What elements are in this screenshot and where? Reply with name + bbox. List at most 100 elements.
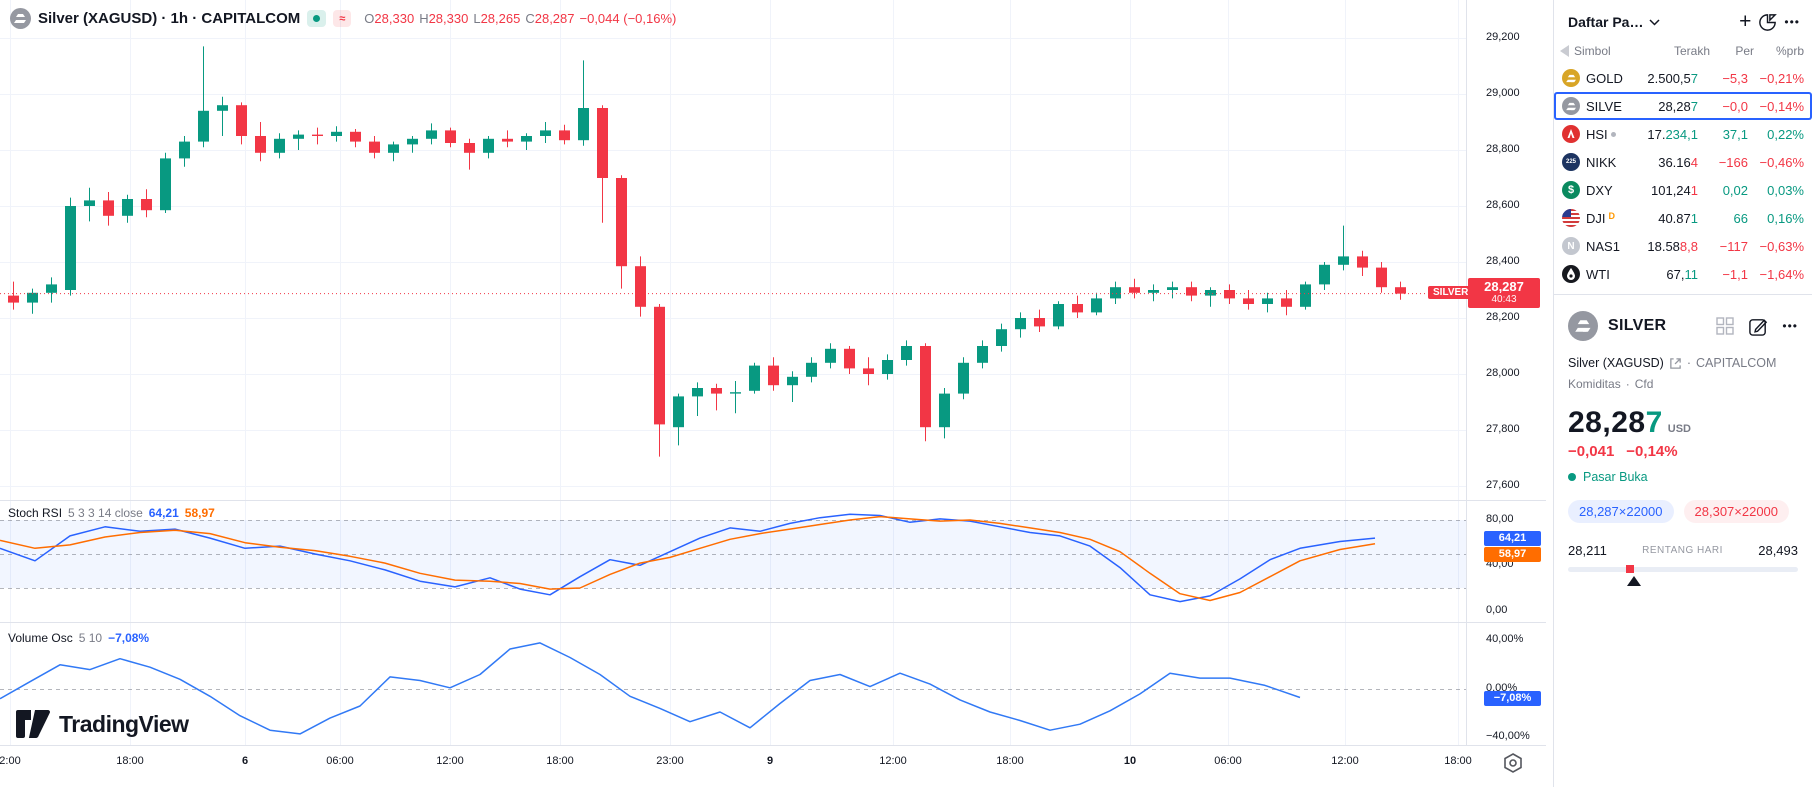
silver-symbol-icon	[10, 8, 31, 29]
price-change: −0,041 −0,14%	[1568, 443, 1678, 460]
last-price-cell: 28,287	[1658, 98, 1698, 114]
time-axis-label: 06:00	[1214, 755, 1242, 767]
stoch-d-badge: 58,97	[1484, 547, 1541, 562]
price-axis-label: 28,600	[1486, 199, 1520, 211]
time-axis-label: 12:00	[879, 755, 907, 767]
day-range-bar	[1568, 565, 1798, 586]
stoch-d-line	[0, 515, 1376, 602]
volume-axis-label: −40,00%	[1486, 730, 1530, 742]
change-pct-cell: −0,21%	[1759, 70, 1804, 86]
price-axis-label: 28,000	[1486, 367, 1520, 379]
price-axis-label: 27,800	[1486, 423, 1520, 435]
last-price: 28,287 USD	[1568, 406, 1691, 439]
stoch-axis-label: 80,00	[1486, 513, 1514, 525]
last-price-cell: 36.164	[1658, 154, 1698, 170]
time-axis-label: 18:00	[1444, 755, 1472, 767]
watchlist-rows: GOLD 2.500,57 −5,3 −0,21% SILVE 28,287 −0,0 −0,…	[1554, 64, 1812, 288]
watchlist-sidebar: Daftar Pa… + ••• Simbol Terakh Per %prb …	[1553, 0, 1812, 787]
bid-pill[interactable]: 28,287×22000	[1568, 500, 1674, 523]
change-cell: 0,02	[1722, 182, 1748, 198]
time-axis-settings-icon[interactable]	[1502, 752, 1524, 774]
time-axis-label: 12:00	[1331, 755, 1359, 767]
day-range-label: RENTANG HARI	[1642, 545, 1723, 556]
time-axis-label: 06:00	[326, 755, 354, 767]
watchlist-row-hsi[interactable]: HSI 17.234,1 37,1 0,22%	[1554, 120, 1812, 148]
watchlist-row-nas1[interactable]: N NAS1 18.588,8 −117 −0,63%	[1554, 232, 1812, 260]
chart-region[interactable]: Silver (XAGUSD) · 1h · CAPITALCOM ≈ O28,…	[0, 0, 1546, 787]
change-pct-cell: −1,64%	[1759, 266, 1804, 282]
symbol-cell: NIKK	[1586, 154, 1617, 170]
price-axis-label: 27,600	[1486, 479, 1520, 491]
flag-column-icon[interactable]	[1560, 45, 1569, 57]
dji-icon	[1562, 209, 1580, 227]
range-caret-icon	[1627, 576, 1642, 586]
symbol-more-button[interactable]: •••	[1782, 319, 1798, 333]
watchlist-row-gold[interactable]: GOLD 2.500,57 −5,3 −0,21%	[1554, 64, 1812, 92]
watchlist-row-wti[interactable]: WTI 67,11 −1,1 −1,64%	[1554, 260, 1812, 288]
change-readout: −0,044 (−0,16%)	[579, 11, 677, 26]
day-range: 28,211 RENTANG HARI 28,493	[1568, 543, 1798, 558]
watchlist-row-silve[interactable]: SILVE 28,287 −0,0 −0,14%	[1554, 92, 1812, 120]
volume-osc-value: −7,08%	[108, 631, 150, 645]
nikk-icon: 225	[1562, 153, 1580, 171]
watchlist-title[interactable]: Daftar Pa…	[1568, 14, 1644, 30]
last-price-cell: 2.500,57	[1647, 70, 1698, 86]
volume-visibility-chip[interactable]: ≈	[333, 10, 352, 27]
add-symbol-button[interactable]: +	[1739, 10, 1752, 33]
ohlc-readout: O28,330 H28,330 L28,265 C28,287 −0,044 (…	[364, 11, 677, 26]
watchlist-column-headers[interactable]: Simbol Terakh Per %prb	[1554, 42, 1812, 64]
candlestick-series	[8, 46, 1406, 457]
watchlist-row-dxy[interactable]: $ DXY 101,241 0,02 0,03%	[1554, 176, 1812, 204]
stoch-rsi-legend: Stoch RSI 5 3 3 14 close 64,21 58,97	[8, 506, 215, 520]
time-axis-label: 12:00	[436, 755, 464, 767]
stoch-band	[0, 520, 1466, 588]
chevron-down-icon[interactable]	[1649, 18, 1660, 26]
stoch-k-line	[0, 513, 1376, 603]
heatmap-icon[interactable]	[1757, 12, 1778, 33]
last-price-cell: 67,11	[1666, 266, 1698, 282]
chart-canvas[interactable]	[0, 0, 1546, 745]
stoch-k-value: 64,21	[148, 506, 179, 520]
price-axis-label: 28,400	[1486, 255, 1520, 267]
data-source-flag: D	[1608, 210, 1616, 221]
chart-legend: Silver (XAGUSD) · 1h · CAPITALCOM ≈ O28,…	[10, 8, 676, 29]
symbol-classification: Komiditas · Cfd	[1568, 377, 1654, 391]
symbol-cell: SILVE	[1586, 98, 1622, 114]
price-axis-label: 28,800	[1486, 143, 1520, 155]
edit-note-icon[interactable]	[1748, 316, 1769, 337]
stoch-visibility-chip[interactable]	[307, 10, 327, 27]
time-axis-label: 23:00	[656, 755, 684, 767]
watchlist-row-dji[interactable]: DJI D 40.871 66 0,16%	[1554, 204, 1812, 232]
symbol-cell: WTI	[1586, 266, 1610, 282]
symbol-cell: GOLD	[1586, 70, 1623, 86]
volume-osc-line	[0, 642, 1301, 735]
ask-pill[interactable]: 28,307×22000	[1683, 500, 1790, 523]
watchlist-header: Daftar Pa… + •••	[1554, 0, 1812, 42]
time-axis-label: 9	[766, 755, 774, 767]
change-cell: −117	[1719, 238, 1748, 254]
change-pct-cell: 0,03%	[1767, 182, 1804, 198]
stoch-axis-label: 0,00	[1486, 604, 1508, 616]
watchlist-more-button[interactable]: •••	[1784, 15, 1800, 29]
bar-countdown: 40:43	[1491, 294, 1517, 305]
day-low: 28,211	[1568, 543, 1607, 558]
last-price-cell: 40.871	[1658, 210, 1698, 226]
tradingview-logo[interactable]: TradingView	[16, 710, 189, 738]
delayed-data-dot-icon	[1610, 131, 1616, 137]
change-pct-cell: −0,14%	[1759, 98, 1804, 114]
market-status: Pasar Buka	[1568, 470, 1798, 484]
external-link-icon[interactable]	[1669, 357, 1682, 370]
exchange-name: CAPITALCOM	[1696, 356, 1777, 370]
time-axis-label: 18:00	[116, 755, 144, 767]
market-open-dot-icon	[1568, 473, 1576, 481]
current-price-tag: 28,287 40:43	[1468, 278, 1540, 308]
time-axis[interactable]: 2:00 18:00 6 06:00 12:00 18:00 23:00 9 12:00 18:0…	[0, 745, 1546, 787]
tradingview-mark-icon	[16, 710, 50, 738]
symbol-full-name: Silver (XAGUSD)	[1568, 356, 1664, 370]
watchlist-row-nikk[interactable]: 225 NIKK 36.164 −166 −0,46%	[1554, 148, 1812, 176]
grid-layout-icon[interactable]	[1715, 316, 1735, 336]
time-axis-label: 18:00	[546, 755, 574, 767]
dxy-icon: $	[1562, 181, 1580, 199]
change-cell: −1,1	[1722, 266, 1748, 282]
